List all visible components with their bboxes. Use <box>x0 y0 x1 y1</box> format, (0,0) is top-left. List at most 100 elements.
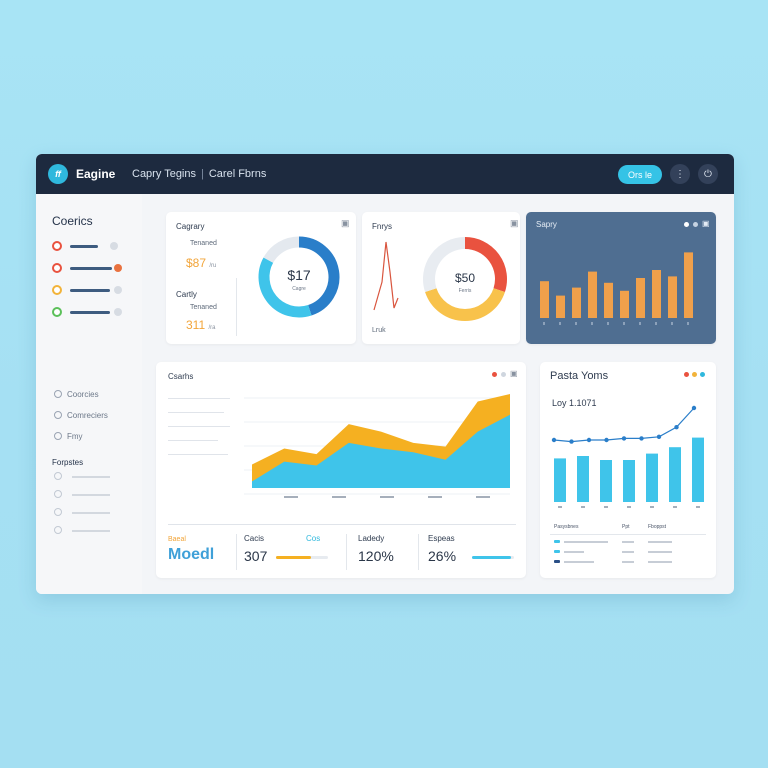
donut-slice <box>263 236 300 264</box>
sidebar-link-1[interactable]: Coorcies <box>54 390 99 399</box>
placeholder-line <box>168 440 218 441</box>
nav-link-second[interactable]: Carel Fbrns <box>208 168 267 180</box>
line-chart-label: Loy 1.1071 <box>552 398 597 408</box>
dashboard-window: ff Eagine Capry Tegins | Carel Fbrns Ors l… <box>36 154 734 594</box>
table-row[interactable] <box>550 548 706 558</box>
slider-fill <box>70 267 112 270</box>
app-logo-icon: ff <box>48 164 68 184</box>
card-sublabel: Tenaned <box>190 240 217 247</box>
circle-icon <box>54 411 62 419</box>
donut-slice <box>425 287 505 321</box>
expand-icon[interactable]: ▣ <box>510 369 518 378</box>
kpi-divider-line <box>168 524 516 525</box>
sparkline-label: Lruk <box>372 327 386 334</box>
settings-icon[interactable]: ⋮ <box>670 164 690 184</box>
kpi-cacis: Cacis Cos 307 <box>244 532 340 572</box>
card-label: Fnrys <box>372 222 392 231</box>
sidebar-list-item[interactable] <box>54 490 114 500</box>
bar <box>636 278 645 318</box>
bar <box>577 456 589 502</box>
sidebar-link-3[interactable]: Fmy <box>54 432 83 441</box>
row-cell-line <box>648 551 672 553</box>
bar <box>556 295 565 318</box>
placeholder-line <box>168 426 230 427</box>
sidebar-list-item[interactable] <box>54 472 114 482</box>
area-series-blue <box>252 414 510 488</box>
bar <box>554 458 566 502</box>
yellow-dot-icon <box>52 285 62 295</box>
table-row[interactable] <box>550 538 706 548</box>
bar-chart-dark <box>540 252 693 325</box>
line-point <box>551 437 557 443</box>
bar <box>669 447 681 502</box>
x-tick-label <box>673 506 677 508</box>
sidebar-list-item[interactable] <box>54 526 114 536</box>
circle-icon <box>54 432 62 440</box>
placeholder-line <box>72 530 110 532</box>
slider-knob[interactable] <box>110 242 118 250</box>
expand-icon[interactable]: ▣ <box>510 218 519 228</box>
donut-chart-slices <box>423 237 507 321</box>
x-tick-label <box>581 506 585 508</box>
placeholder-line <box>168 412 224 413</box>
row-cell-line <box>564 551 584 553</box>
placeholder-line <box>72 512 110 514</box>
kpi-progress-track <box>472 556 514 559</box>
donut-center-value: $17 <box>287 267 311 283</box>
slider-knob[interactable] <box>114 308 122 316</box>
expand-icon[interactable]: ▣ <box>341 218 350 228</box>
power-icon[interactable]: ⏻ <box>698 164 718 184</box>
table-header: Pasysbnes Ppt Fboppst <box>550 524 706 534</box>
line-point <box>621 436 627 441</box>
sidebar-link-label: Coorcies <box>67 390 99 399</box>
slider-knob[interactable] <box>114 286 122 294</box>
right-panel-card: Pasta Yoms Loy 1.1071 Pasysbnes Ppt Fbop… <box>540 362 716 578</box>
donut-center-sub: Cagre <box>292 286 306 292</box>
top-action-button[interactable]: Ors le <box>618 165 662 184</box>
row-cell-line <box>648 561 672 563</box>
kpi-divider <box>418 534 419 570</box>
sidebar-slider-3[interactable] <box>52 284 136 296</box>
table-row[interactable] <box>550 558 706 568</box>
red-dot-icon <box>52 241 62 251</box>
line-point <box>691 405 697 411</box>
card-value-number: 311 <box>186 318 206 332</box>
card-label: Cartly <box>176 290 197 299</box>
data-table: Pasysbnes Ppt Fboppst <box>550 524 706 572</box>
kpi-progress-fill <box>472 556 511 559</box>
row-cell-line <box>648 541 672 543</box>
nav-link-first[interactable]: Capry Tegins <box>132 168 196 180</box>
red-dot-icon <box>52 263 62 273</box>
kpi-logo: Baeal Moedl <box>168 532 234 572</box>
bar <box>646 453 658 502</box>
legend-dot-icon <box>492 372 497 377</box>
bar <box>572 287 581 318</box>
kpi-value: 26% <box>428 548 457 564</box>
kpi-value: 120% <box>358 548 394 564</box>
card-label: Cagrary <box>176 222 205 231</box>
x-tick-label <box>650 506 654 508</box>
donut-slice <box>298 236 340 316</box>
donut-slice <box>258 257 312 318</box>
legend-dot-icon <box>700 372 705 377</box>
expand-icon[interactable]: ▣ <box>702 219 710 228</box>
sidebar-slider-1[interactable] <box>52 240 136 252</box>
circle-icon <box>54 508 62 516</box>
kpi-title: Cacis <box>244 534 265 543</box>
sidebar-list-item[interactable] <box>54 508 114 518</box>
kpi-divider <box>346 534 347 570</box>
kpi-progress-fill <box>276 556 312 559</box>
sidebar-slider-2[interactable] <box>52 262 136 274</box>
summary-card-one: Cagrary Tenaned $87 /ru Cartly Tenaned 3… <box>166 212 356 344</box>
sidebar-slider-4[interactable] <box>52 306 136 318</box>
placeholder-line <box>72 494 110 496</box>
panel-title: Pasta Yoms <box>550 370 609 382</box>
card-value-suffix: /ru <box>209 263 217 269</box>
sparkline-chart: Lruk <box>372 241 399 334</box>
card-value: $87 /ru <box>186 256 216 270</box>
slider-knob[interactable] <box>114 264 122 272</box>
kpi-espeas: Espeas 26% <box>428 532 518 572</box>
bar <box>600 460 612 502</box>
sidebar-link-2[interactable]: Comreciers <box>54 411 108 420</box>
row-cell-line <box>564 561 594 563</box>
